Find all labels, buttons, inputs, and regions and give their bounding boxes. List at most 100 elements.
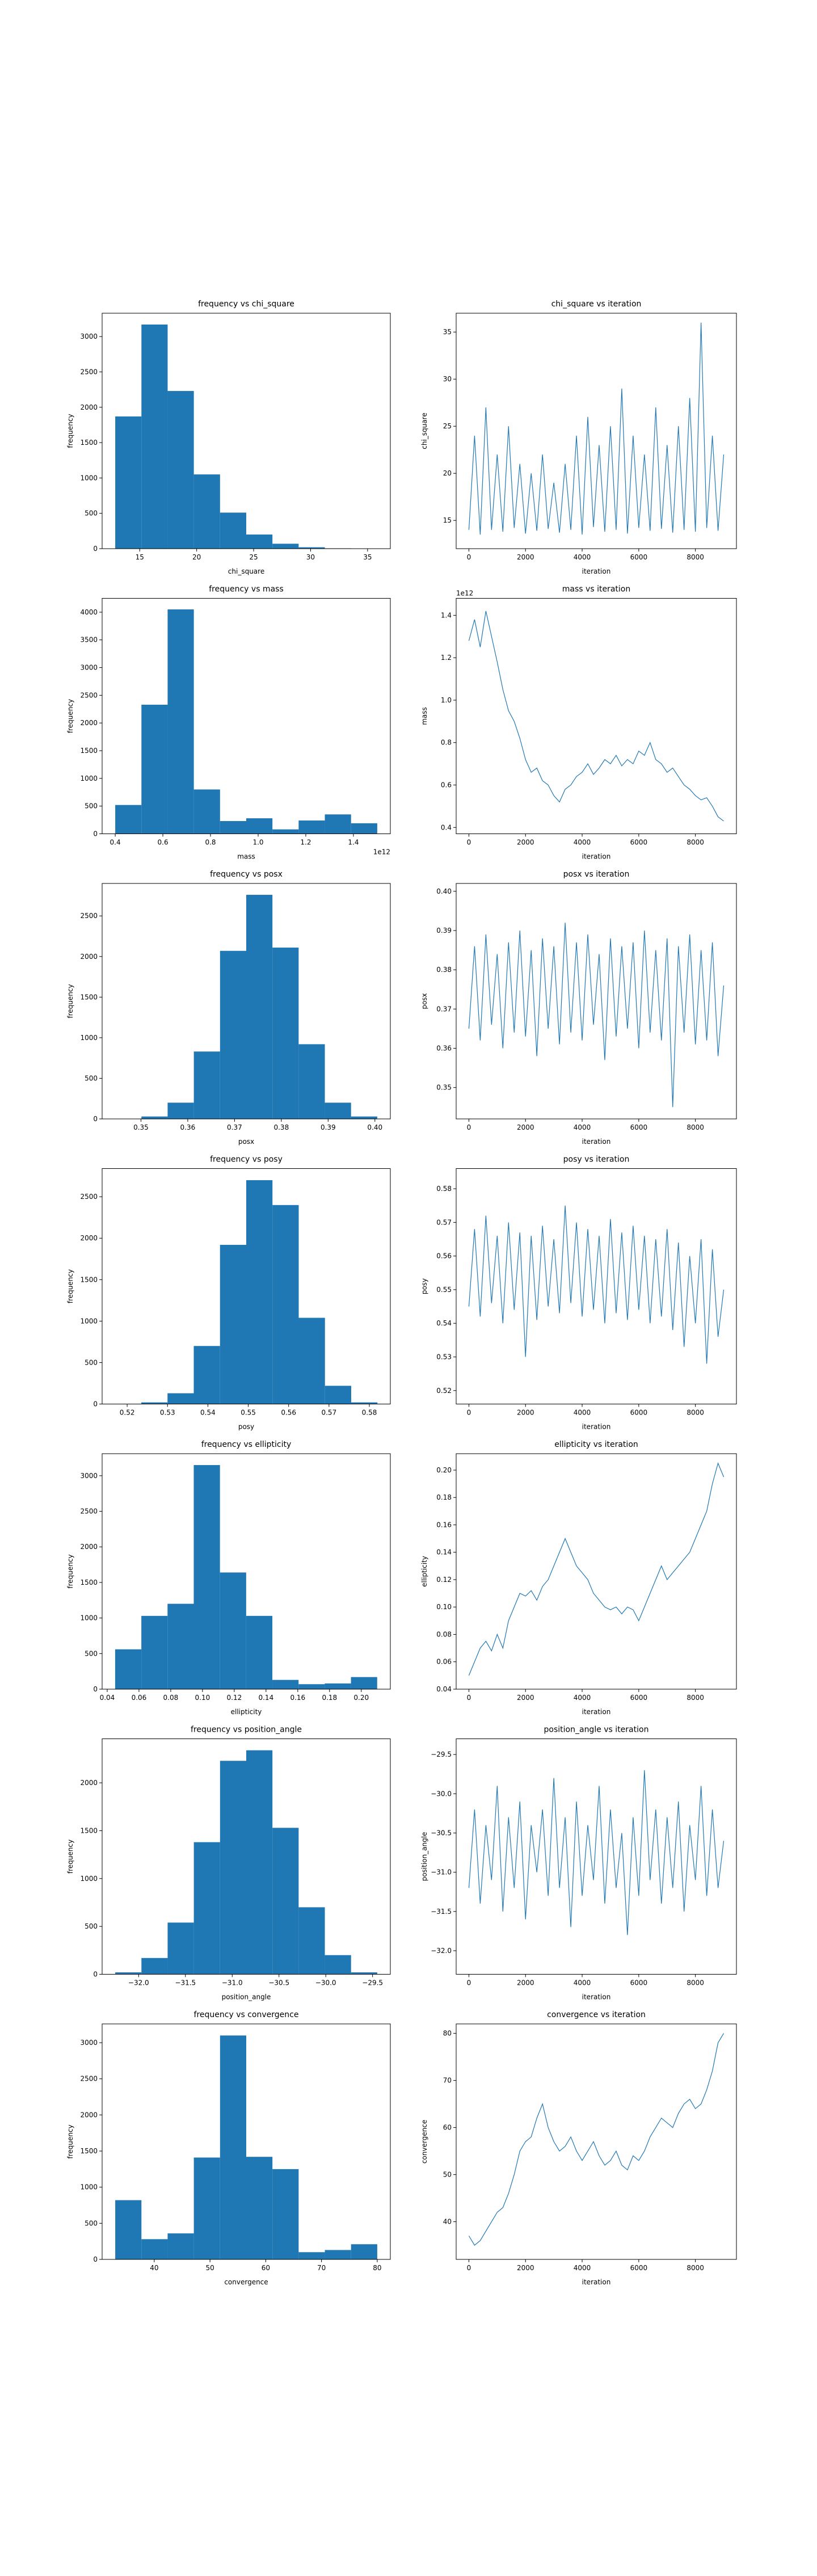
y-tick-label: 0.39 bbox=[436, 927, 452, 935]
y-tick-label: 500 bbox=[85, 1358, 98, 1366]
subplot-title: position_angle vs iteration bbox=[544, 1725, 649, 1735]
x-tick-label: 2000 bbox=[517, 1694, 534, 1702]
y-axis-label: posx bbox=[420, 993, 428, 1009]
histogram-bar bbox=[194, 1051, 220, 1119]
y-tick-label: 0.38 bbox=[436, 966, 452, 974]
histogram-bar bbox=[167, 609, 193, 834]
x-tick-label: 50 bbox=[205, 2264, 214, 2272]
y-tick-label: 2000 bbox=[80, 1779, 98, 1787]
x-axis-label: convergence bbox=[224, 2278, 268, 2286]
histogram-bar bbox=[325, 1386, 351, 1404]
axes-frame bbox=[456, 2024, 736, 2259]
x-tick-label: 2000 bbox=[517, 1979, 534, 1987]
histogram-bar bbox=[194, 1346, 220, 1404]
y-axis-label: position_angle bbox=[420, 1832, 428, 1882]
y-tick-label: 0 bbox=[93, 1971, 98, 1979]
x-tick-label: 0.56 bbox=[281, 1409, 296, 1417]
x-tick-label: 4000 bbox=[574, 2264, 591, 2272]
x-tick-label: 15 bbox=[136, 553, 144, 561]
x-axis-label: position_angle bbox=[222, 1993, 271, 2001]
y-axis-label: frequency bbox=[66, 2124, 74, 2158]
histogram-bar bbox=[246, 818, 272, 834]
y-tick-label: 1000 bbox=[80, 1614, 98, 1622]
x-tick-label: 8000 bbox=[687, 1694, 704, 1702]
y-tick-label: 0.08 bbox=[436, 1630, 452, 1638]
subplot-title: mass vs iteration bbox=[562, 585, 630, 594]
histogram-bar bbox=[246, 1750, 272, 1975]
x-tick-label: 2000 bbox=[517, 2264, 534, 2272]
histogram-bar bbox=[167, 1604, 193, 1689]
histogram-bar bbox=[220, 821, 246, 834]
x-tick-label: 0.53 bbox=[160, 1409, 175, 1417]
histogram-bar bbox=[298, 1907, 325, 1974]
histogram-bar bbox=[220, 2035, 246, 2259]
histogram-bar bbox=[298, 2252, 325, 2259]
x-tick-label: −30.0 bbox=[315, 1979, 336, 1987]
x-tick-label: 2000 bbox=[517, 1123, 534, 1131]
x-tick-label: 4000 bbox=[574, 1694, 591, 1702]
x-axis-label: mass bbox=[237, 853, 255, 861]
histogram-bar bbox=[298, 1044, 325, 1119]
x-tick-label: 0.55 bbox=[241, 1409, 256, 1417]
x-tick-label: 0 bbox=[467, 1694, 471, 1702]
x-tick-label: 4000 bbox=[574, 839, 591, 847]
histogram-bar bbox=[167, 1394, 193, 1404]
y-axis-label: frequency bbox=[66, 414, 74, 448]
histogram-bar bbox=[272, 1680, 298, 1689]
histogram-bar bbox=[246, 1616, 272, 1689]
x-tick-label: −32.0 bbox=[128, 1979, 149, 1987]
histogram-bar bbox=[115, 2200, 141, 2259]
x-tick-label: 0 bbox=[467, 2264, 471, 2272]
y-tick-label: 0.06 bbox=[436, 1658, 452, 1666]
histogram-bar bbox=[220, 1245, 246, 1404]
x-tick-label: 1.4 bbox=[348, 839, 359, 847]
histogram-bar bbox=[246, 1180, 272, 1404]
y-tick-label: −29.5 bbox=[431, 1750, 452, 1758]
x-axis-label: iteration bbox=[582, 1993, 611, 2001]
y-tick-label: −31.5 bbox=[431, 1908, 452, 1916]
y-tick-label: 3000 bbox=[80, 1472, 98, 1480]
y-tick-label: 1000 bbox=[80, 1875, 98, 1883]
x-tick-label: 0.37 bbox=[227, 1123, 242, 1131]
y-tick-label: 1500 bbox=[80, 439, 98, 447]
x-tick-label: −31.5 bbox=[175, 1979, 196, 1987]
y-tick-label: 1000 bbox=[80, 1317, 98, 1325]
y-tick-label: 4000 bbox=[80, 608, 98, 616]
axes-frame bbox=[456, 883, 736, 1119]
axes-frame bbox=[456, 599, 736, 834]
y-axis-label: convergence bbox=[420, 2120, 428, 2163]
y-tick-label: 2000 bbox=[80, 719, 98, 727]
x-tick-label: 25 bbox=[249, 553, 258, 561]
y-tick-label: −30.5 bbox=[431, 1829, 452, 1837]
x-tick-label: 0.06 bbox=[132, 1694, 147, 1702]
histogram-bar bbox=[115, 416, 141, 549]
y-tick-label: 2000 bbox=[80, 1234, 98, 1242]
histogram-bar bbox=[351, 1972, 377, 1974]
x-tick-label: 2000 bbox=[517, 839, 534, 847]
histogram-bar bbox=[220, 1572, 246, 1689]
y-tick-label: 1.4 bbox=[441, 611, 452, 619]
x-tick-label: 0.6 bbox=[158, 839, 169, 847]
x-tick-label: 8000 bbox=[687, 1979, 704, 1987]
y-tick-label: 1000 bbox=[80, 474, 98, 482]
y-tick-label: 0.55 bbox=[436, 1286, 452, 1294]
y-tick-label: 0.35 bbox=[436, 1084, 452, 1092]
y-tick-label: 0.40 bbox=[436, 887, 452, 895]
histogram-bar bbox=[193, 1465, 220, 1689]
y-tick-label: 0.53 bbox=[436, 1353, 452, 1361]
x-tick-label: 70 bbox=[317, 2264, 326, 2272]
x-tick-label: 20 bbox=[192, 553, 201, 561]
histogram-bar bbox=[141, 705, 167, 834]
y-tick-label: 2000 bbox=[80, 1543, 98, 1551]
y-tick-label: 3000 bbox=[80, 332, 98, 340]
y-offset-label: 1e12 bbox=[456, 590, 473, 597]
x-tick-label: 0 bbox=[467, 1123, 471, 1131]
histogram-bar bbox=[272, 830, 298, 834]
x-tick-label: 0.38 bbox=[273, 1123, 289, 1131]
y-tick-label: 1.0 bbox=[441, 696, 452, 704]
y-tick-label: 1000 bbox=[80, 2183, 98, 2191]
trace-line bbox=[469, 2034, 723, 2246]
subplot-title: frequency vs posx bbox=[210, 870, 283, 879]
x-tick-label: 80 bbox=[373, 2264, 381, 2272]
